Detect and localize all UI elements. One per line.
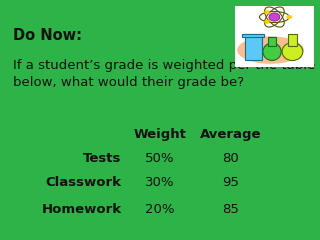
Text: If a student’s grade is weighted per the table
below, what would their grade be?: If a student’s grade is weighted per the… — [13, 59, 315, 89]
Text: 20%: 20% — [145, 203, 175, 216]
Text: Homework: Homework — [42, 203, 122, 216]
Bar — [288, 34, 297, 46]
Text: 80: 80 — [222, 152, 239, 165]
Text: Do Now:: Do Now: — [13, 28, 82, 43]
Bar — [235, 6, 314, 67]
Text: Tests: Tests — [83, 152, 122, 165]
Text: 50%: 50% — [145, 152, 175, 165]
Text: Weight: Weight — [133, 128, 187, 141]
Circle shape — [269, 13, 280, 21]
Circle shape — [264, 10, 270, 14]
Text: 85: 85 — [222, 203, 239, 216]
Ellipse shape — [282, 43, 303, 60]
Ellipse shape — [237, 36, 304, 64]
FancyBboxPatch shape — [244, 34, 262, 60]
Circle shape — [264, 20, 270, 24]
Text: Classwork: Classwork — [45, 176, 122, 189]
Circle shape — [286, 15, 292, 19]
Bar — [268, 37, 276, 46]
Text: Average: Average — [200, 128, 261, 141]
Bar — [242, 34, 264, 37]
Text: 95: 95 — [222, 176, 239, 189]
Ellipse shape — [263, 43, 281, 60]
Text: 30%: 30% — [145, 176, 175, 189]
